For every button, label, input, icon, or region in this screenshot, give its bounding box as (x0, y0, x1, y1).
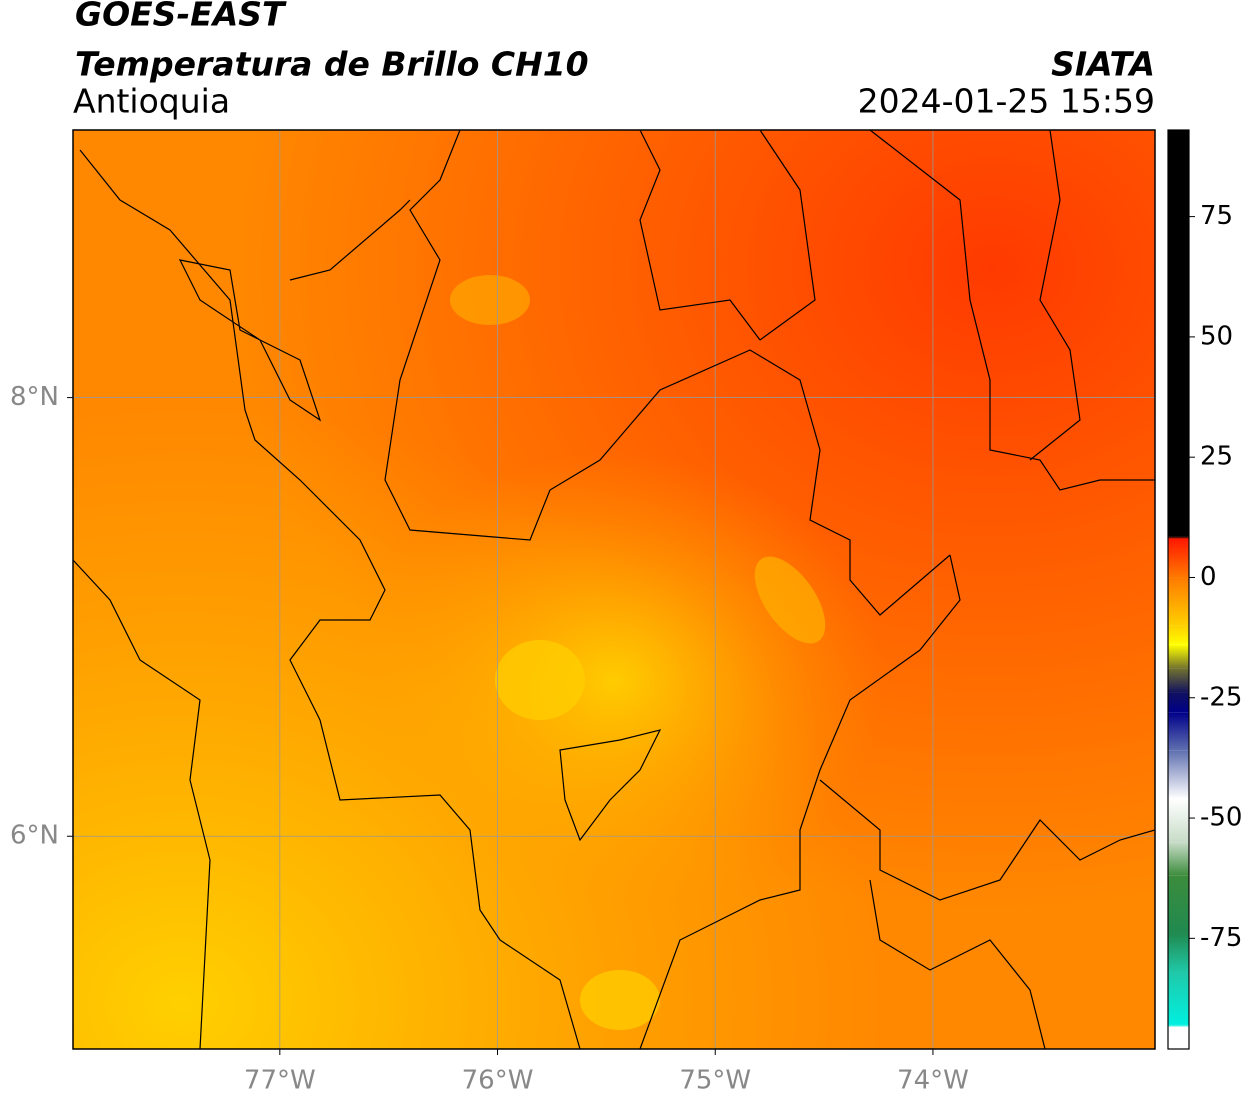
border (639, 554, 961, 1049)
x-tick-label: 77°W (244, 1066, 316, 1096)
borders (73, 130, 1155, 1049)
colorbar (1168, 130, 1189, 1049)
colorbar-tick-label: 75 (1200, 201, 1233, 231)
cloud (495, 640, 585, 720)
region: Antioquia (73, 82, 230, 121)
border (79, 149, 581, 1049)
colorbar-segment (1168, 536, 1189, 539)
y-tick-label: 6°N (10, 821, 59, 851)
colorbar-segment (1168, 798, 1189, 843)
colorbar-tick-label: -25 (1200, 682, 1242, 712)
border (289, 199, 411, 281)
timestamp: 2024-01-25 15:59 (858, 82, 1155, 121)
cloud (450, 275, 530, 325)
border (869, 130, 1155, 491)
colorbar-frame (1167, 129, 1190, 1050)
colorbar-tick-label: -75 (1200, 923, 1242, 953)
border (869, 879, 1046, 1049)
border (73, 559, 211, 1049)
map-field (73, 130, 1155, 1049)
colorbar-segment (1168, 130, 1189, 537)
y-tick-label: 8°N (10, 382, 59, 412)
field-cool (73, 130, 1155, 1049)
cloud (580, 970, 660, 1030)
colorbar-tick-label: 25 (1200, 442, 1233, 472)
map-frame (72, 129, 1156, 1050)
colorbar-segment (1168, 644, 1189, 669)
colorbar-segment (1168, 538, 1189, 578)
border (819, 779, 1155, 901)
colorbar-tick-label: -50 (1200, 803, 1242, 833)
border (1029, 130, 1081, 461)
border (759, 130, 816, 341)
source: SIATA (1051, 45, 1155, 84)
border (178, 259, 322, 422)
title: GOES-EAST (75, 0, 287, 34)
colorbar-segment (1168, 692, 1189, 713)
colorbar-tick-label: 50 (1200, 321, 1233, 351)
colorbar-segment (1168, 750, 1189, 799)
colorbar-tick-label: 0 (1200, 562, 1217, 592)
border (559, 729, 662, 842)
cloud (754, 556, 826, 644)
colorbar-segment (1168, 712, 1189, 751)
border (384, 130, 951, 616)
subtitle: Temperatura de Brillo CH10 (75, 45, 589, 84)
colorbar-segment (1168, 842, 1189, 876)
colorbar-segment (1168, 625, 1189, 645)
border (639, 130, 761, 341)
colorbar-segment (1168, 1027, 1189, 1049)
colorbar-segment (1168, 1024, 1189, 1028)
colorbar-segment (1168, 933, 1189, 973)
colorbar-segment (1168, 875, 1189, 934)
colorbar-segment (1168, 972, 1189, 1025)
x-tick-label: 75°W (679, 1066, 751, 1096)
colorbar-segment (1168, 577, 1189, 626)
x-tick-label: 76°W (462, 1066, 534, 1096)
colorbar-segment (1168, 668, 1189, 693)
x-tick-label: 74°W (897, 1066, 969, 1096)
